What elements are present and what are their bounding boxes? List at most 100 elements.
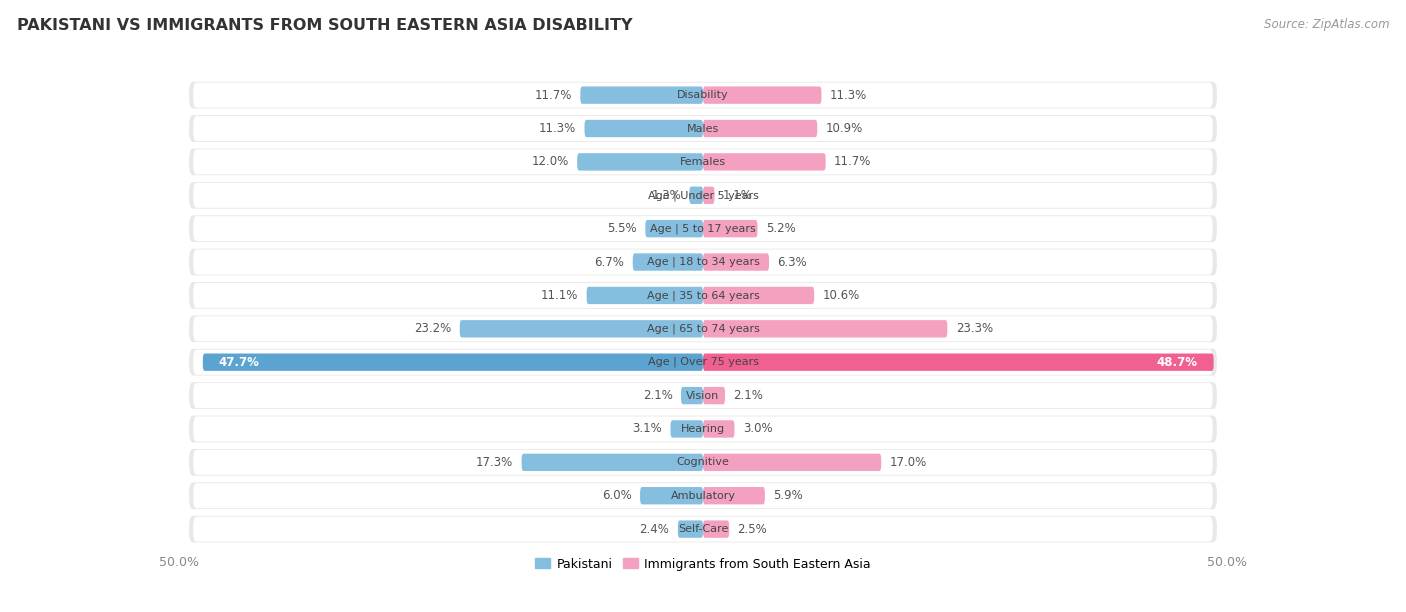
FancyBboxPatch shape	[193, 183, 1213, 208]
Text: 5.5%: 5.5%	[607, 222, 637, 235]
Text: Cognitive: Cognitive	[676, 457, 730, 468]
Text: Age | Under 5 years: Age | Under 5 years	[648, 190, 758, 201]
FancyBboxPatch shape	[640, 487, 703, 504]
Text: 2.1%: 2.1%	[643, 389, 672, 402]
Text: 17.3%: 17.3%	[477, 456, 513, 469]
FancyBboxPatch shape	[193, 450, 1213, 475]
FancyBboxPatch shape	[703, 287, 814, 304]
Text: Females: Females	[681, 157, 725, 167]
FancyBboxPatch shape	[193, 483, 1213, 508]
FancyBboxPatch shape	[193, 283, 1213, 308]
Text: 11.7%: 11.7%	[534, 89, 572, 102]
Text: Age | 18 to 34 years: Age | 18 to 34 years	[647, 257, 759, 267]
FancyBboxPatch shape	[190, 215, 1216, 242]
FancyBboxPatch shape	[689, 187, 703, 204]
Text: 1.1%: 1.1%	[723, 188, 752, 202]
FancyBboxPatch shape	[585, 120, 703, 137]
Text: 6.7%: 6.7%	[595, 256, 624, 269]
FancyBboxPatch shape	[193, 416, 1213, 441]
FancyBboxPatch shape	[193, 83, 1213, 108]
Text: 23.2%: 23.2%	[415, 323, 451, 335]
FancyBboxPatch shape	[678, 520, 703, 538]
FancyBboxPatch shape	[190, 282, 1216, 309]
FancyBboxPatch shape	[703, 354, 1213, 371]
Text: 10.9%: 10.9%	[825, 122, 863, 135]
Text: 11.1%: 11.1%	[541, 289, 578, 302]
Text: 3.1%: 3.1%	[633, 422, 662, 436]
Text: Hearing: Hearing	[681, 424, 725, 434]
Text: Age | Over 75 years: Age | Over 75 years	[648, 357, 758, 367]
FancyBboxPatch shape	[193, 517, 1213, 542]
Text: 11.7%: 11.7%	[834, 155, 872, 168]
FancyBboxPatch shape	[703, 120, 817, 137]
FancyBboxPatch shape	[703, 387, 725, 405]
FancyBboxPatch shape	[190, 248, 1216, 275]
FancyBboxPatch shape	[193, 349, 1213, 375]
FancyBboxPatch shape	[703, 520, 730, 538]
FancyBboxPatch shape	[193, 383, 1213, 408]
FancyBboxPatch shape	[190, 516, 1216, 542]
FancyBboxPatch shape	[645, 220, 703, 237]
FancyBboxPatch shape	[193, 149, 1213, 174]
FancyBboxPatch shape	[193, 316, 1213, 341]
Text: 10.6%: 10.6%	[823, 289, 860, 302]
Text: Source: ZipAtlas.com: Source: ZipAtlas.com	[1264, 18, 1389, 31]
FancyBboxPatch shape	[193, 216, 1213, 241]
Text: 2.5%: 2.5%	[738, 523, 768, 536]
FancyBboxPatch shape	[703, 187, 714, 204]
FancyBboxPatch shape	[190, 482, 1216, 509]
Text: Males: Males	[688, 124, 718, 133]
FancyBboxPatch shape	[703, 220, 758, 237]
FancyBboxPatch shape	[190, 82, 1216, 108]
Legend: Pakistani, Immigrants from South Eastern Asia: Pakistani, Immigrants from South Eastern…	[530, 553, 876, 575]
FancyBboxPatch shape	[703, 153, 825, 171]
FancyBboxPatch shape	[193, 250, 1213, 275]
Text: Self-Care: Self-Care	[678, 524, 728, 534]
Text: Age | 35 to 64 years: Age | 35 to 64 years	[647, 290, 759, 300]
FancyBboxPatch shape	[578, 153, 703, 171]
FancyBboxPatch shape	[586, 287, 703, 304]
FancyBboxPatch shape	[190, 449, 1216, 476]
FancyBboxPatch shape	[703, 86, 821, 104]
FancyBboxPatch shape	[190, 349, 1216, 376]
Text: Disability: Disability	[678, 90, 728, 100]
Text: 5.2%: 5.2%	[766, 222, 796, 235]
FancyBboxPatch shape	[190, 382, 1216, 409]
FancyBboxPatch shape	[202, 354, 703, 371]
Text: 2.4%: 2.4%	[640, 523, 669, 536]
FancyBboxPatch shape	[190, 182, 1216, 209]
FancyBboxPatch shape	[703, 487, 765, 504]
Text: 12.0%: 12.0%	[531, 155, 569, 168]
Text: 47.7%: 47.7%	[218, 356, 260, 368]
FancyBboxPatch shape	[681, 387, 703, 405]
Text: 48.7%: 48.7%	[1157, 356, 1198, 368]
FancyBboxPatch shape	[190, 115, 1216, 142]
Text: 1.3%: 1.3%	[651, 188, 681, 202]
FancyBboxPatch shape	[190, 149, 1216, 175]
Text: 2.1%: 2.1%	[734, 389, 763, 402]
FancyBboxPatch shape	[633, 253, 703, 271]
Text: 3.0%: 3.0%	[742, 422, 772, 436]
Text: 17.0%: 17.0%	[890, 456, 927, 469]
FancyBboxPatch shape	[703, 320, 948, 337]
Text: Vision: Vision	[686, 390, 720, 401]
FancyBboxPatch shape	[671, 420, 703, 438]
Text: Age | 5 to 17 years: Age | 5 to 17 years	[650, 223, 756, 234]
Text: 5.9%: 5.9%	[773, 489, 803, 502]
FancyBboxPatch shape	[193, 116, 1213, 141]
Text: Age | 65 to 74 years: Age | 65 to 74 years	[647, 324, 759, 334]
Text: 23.3%: 23.3%	[956, 323, 993, 335]
FancyBboxPatch shape	[190, 315, 1216, 342]
Text: Ambulatory: Ambulatory	[671, 491, 735, 501]
FancyBboxPatch shape	[190, 416, 1216, 442]
FancyBboxPatch shape	[460, 320, 703, 337]
Text: 6.3%: 6.3%	[778, 256, 807, 269]
FancyBboxPatch shape	[703, 253, 769, 271]
FancyBboxPatch shape	[703, 420, 734, 438]
FancyBboxPatch shape	[581, 86, 703, 104]
Text: 11.3%: 11.3%	[830, 89, 868, 102]
Text: PAKISTANI VS IMMIGRANTS FROM SOUTH EASTERN ASIA DISABILITY: PAKISTANI VS IMMIGRANTS FROM SOUTH EASTE…	[17, 18, 633, 34]
Text: 11.3%: 11.3%	[538, 122, 576, 135]
Text: 6.0%: 6.0%	[602, 489, 631, 502]
FancyBboxPatch shape	[522, 453, 703, 471]
